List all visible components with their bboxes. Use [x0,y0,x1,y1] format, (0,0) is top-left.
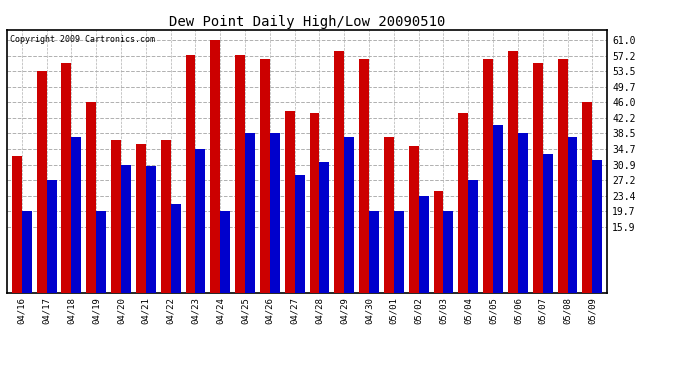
Bar [260,59,270,292]
Title: Dew Point Daily High/Low 20090510: Dew Point Daily High/Low 20090510 [169,15,445,29]
Bar [582,102,592,292]
Bar [394,211,404,292]
Bar [121,165,131,292]
Bar [567,138,578,292]
Bar [195,149,206,292]
Bar [469,180,478,292]
Bar [210,40,220,292]
Bar [335,51,344,292]
Bar [12,156,22,292]
Bar [344,138,354,292]
Bar [533,63,543,292]
Bar [508,51,518,292]
Bar [146,166,156,292]
Bar [136,144,146,292]
Bar [483,59,493,292]
Bar [170,204,181,292]
Bar [245,134,255,292]
Bar [270,134,279,292]
Bar [359,59,369,292]
Bar [433,191,444,292]
Bar [111,140,121,292]
Bar [384,138,394,292]
Bar [285,111,295,292]
Bar [518,134,528,292]
Bar [235,55,245,292]
Bar [419,196,428,292]
Bar [310,112,319,292]
Bar [444,211,453,292]
Bar [22,211,32,292]
Bar [61,63,71,292]
Bar [96,211,106,292]
Bar [543,154,553,292]
Bar [493,125,503,292]
Bar [47,180,57,292]
Bar [458,112,469,292]
Bar [71,138,81,292]
Bar [220,211,230,292]
Bar [161,140,170,292]
Bar [592,160,602,292]
Bar [319,162,329,292]
Bar [558,59,567,292]
Bar [295,175,304,292]
Bar [186,55,195,292]
Bar [86,102,96,292]
Bar [408,146,419,292]
Text: Copyright 2009 Cartronics.com: Copyright 2009 Cartronics.com [10,35,155,44]
Bar [37,71,47,292]
Bar [369,211,379,292]
